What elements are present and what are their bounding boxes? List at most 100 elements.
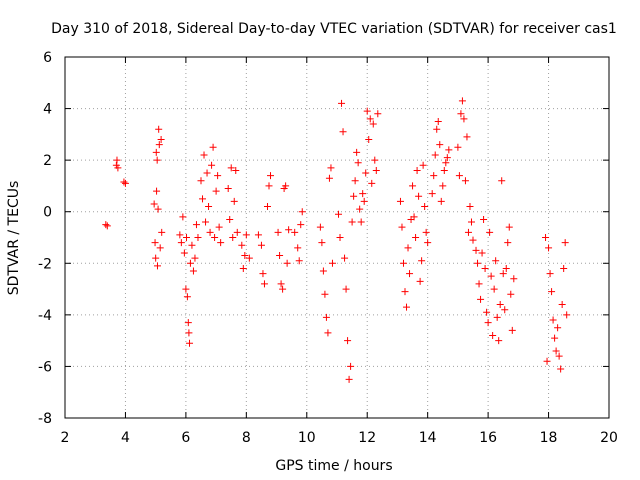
- data-point: [546, 270, 554, 278]
- data-point: [415, 192, 423, 200]
- data-point: [545, 244, 553, 252]
- data-point: [472, 246, 480, 254]
- data-point: [121, 179, 129, 187]
- data-point: [357, 218, 365, 226]
- data-point: [279, 285, 287, 293]
- data-point: [341, 254, 349, 262]
- data-point: [454, 143, 462, 151]
- data-point: [298, 208, 306, 216]
- data-point: [319, 267, 327, 275]
- data-point: [276, 252, 284, 260]
- data-point: [398, 223, 406, 231]
- data-point: [464, 228, 472, 236]
- x-tick-label: 12: [358, 430, 376, 446]
- y-tick-label: 6: [43, 50, 52, 66]
- data-point: [254, 231, 262, 239]
- data-point: [433, 125, 441, 133]
- data-point: [336, 234, 344, 241]
- y-tick-label: -6: [38, 359, 52, 375]
- x-tick-label: 20: [600, 430, 618, 446]
- y-tick-label: -8: [38, 411, 52, 427]
- data-point: [563, 311, 571, 319]
- data-point: [486, 228, 494, 236]
- data-point: [439, 182, 447, 190]
- data-point: [202, 218, 210, 226]
- data-point: [205, 203, 213, 211]
- data-point: [440, 166, 448, 174]
- data-point: [282, 182, 290, 190]
- data-point: [325, 174, 333, 182]
- data-point: [372, 166, 380, 174]
- data-point: [406, 270, 414, 278]
- data-point: [561, 239, 569, 247]
- data-point: [200, 151, 208, 159]
- data-point: [410, 213, 418, 221]
- data-point: [177, 239, 185, 247]
- data-point: [542, 234, 550, 241]
- data-point: [499, 270, 507, 278]
- data-point: [227, 164, 235, 172]
- data-point: [455, 172, 463, 180]
- x-axis-title: GPS time / hours: [275, 458, 392, 474]
- data-point: [186, 259, 194, 267]
- data-point: [498, 177, 506, 185]
- data-point: [316, 223, 324, 231]
- data-point: [496, 301, 504, 309]
- data-point: [155, 141, 163, 149]
- data-point: [152, 148, 160, 156]
- data-point: [185, 329, 193, 337]
- data-point: [419, 161, 427, 169]
- x-tick-label: 16: [479, 430, 497, 446]
- data-point: [188, 241, 196, 249]
- data-point: [214, 172, 222, 180]
- plot-frame: [64, 56, 610, 419]
- data-point: [184, 319, 192, 327]
- data-point: [504, 239, 512, 247]
- data-point: [505, 223, 513, 231]
- y-tick-label: 2: [43, 153, 52, 169]
- data-point: [179, 213, 187, 221]
- data-point: [338, 99, 346, 107]
- data-point: [413, 166, 421, 174]
- x-tick-label: 18: [540, 430, 558, 446]
- data-point: [345, 375, 353, 383]
- data-point: [183, 293, 191, 301]
- data-point: [502, 264, 510, 272]
- data-point: [436, 141, 444, 149]
- data-point: [483, 308, 491, 316]
- data-point: [484, 319, 492, 327]
- x-tick-label: 2: [61, 430, 70, 446]
- data-point: [260, 280, 268, 288]
- data-point: [474, 259, 482, 267]
- data-point: [543, 357, 551, 365]
- data-point: [297, 221, 305, 229]
- data-point: [215, 223, 223, 231]
- data-point: [224, 185, 232, 193]
- data-point: [363, 107, 371, 115]
- data-point: [176, 231, 184, 239]
- data-point: [212, 187, 220, 195]
- data-point: [347, 362, 355, 370]
- data-point: [342, 285, 350, 293]
- data-point: [208, 161, 216, 169]
- data-point: [374, 110, 382, 118]
- data-point: [263, 203, 271, 211]
- data-point: [457, 110, 465, 118]
- data-point: [257, 241, 265, 249]
- x-tick-labels: 2 4 6 8 10 12 14 16 18 20: [61, 430, 618, 446]
- data-point: [356, 205, 364, 213]
- data-point: [348, 218, 356, 226]
- data-point: [460, 115, 468, 123]
- data-point: [493, 313, 501, 321]
- data-point: [242, 231, 250, 239]
- y-tick-label: 4: [43, 102, 52, 118]
- data-point: [434, 117, 442, 125]
- x-tick-label: 14: [419, 430, 437, 446]
- data-point: [217, 239, 225, 247]
- data-point: [510, 275, 518, 283]
- data-point: [501, 306, 509, 314]
- data-point: [495, 337, 503, 345]
- data-point: [199, 195, 207, 203]
- data-point: [114, 164, 122, 172]
